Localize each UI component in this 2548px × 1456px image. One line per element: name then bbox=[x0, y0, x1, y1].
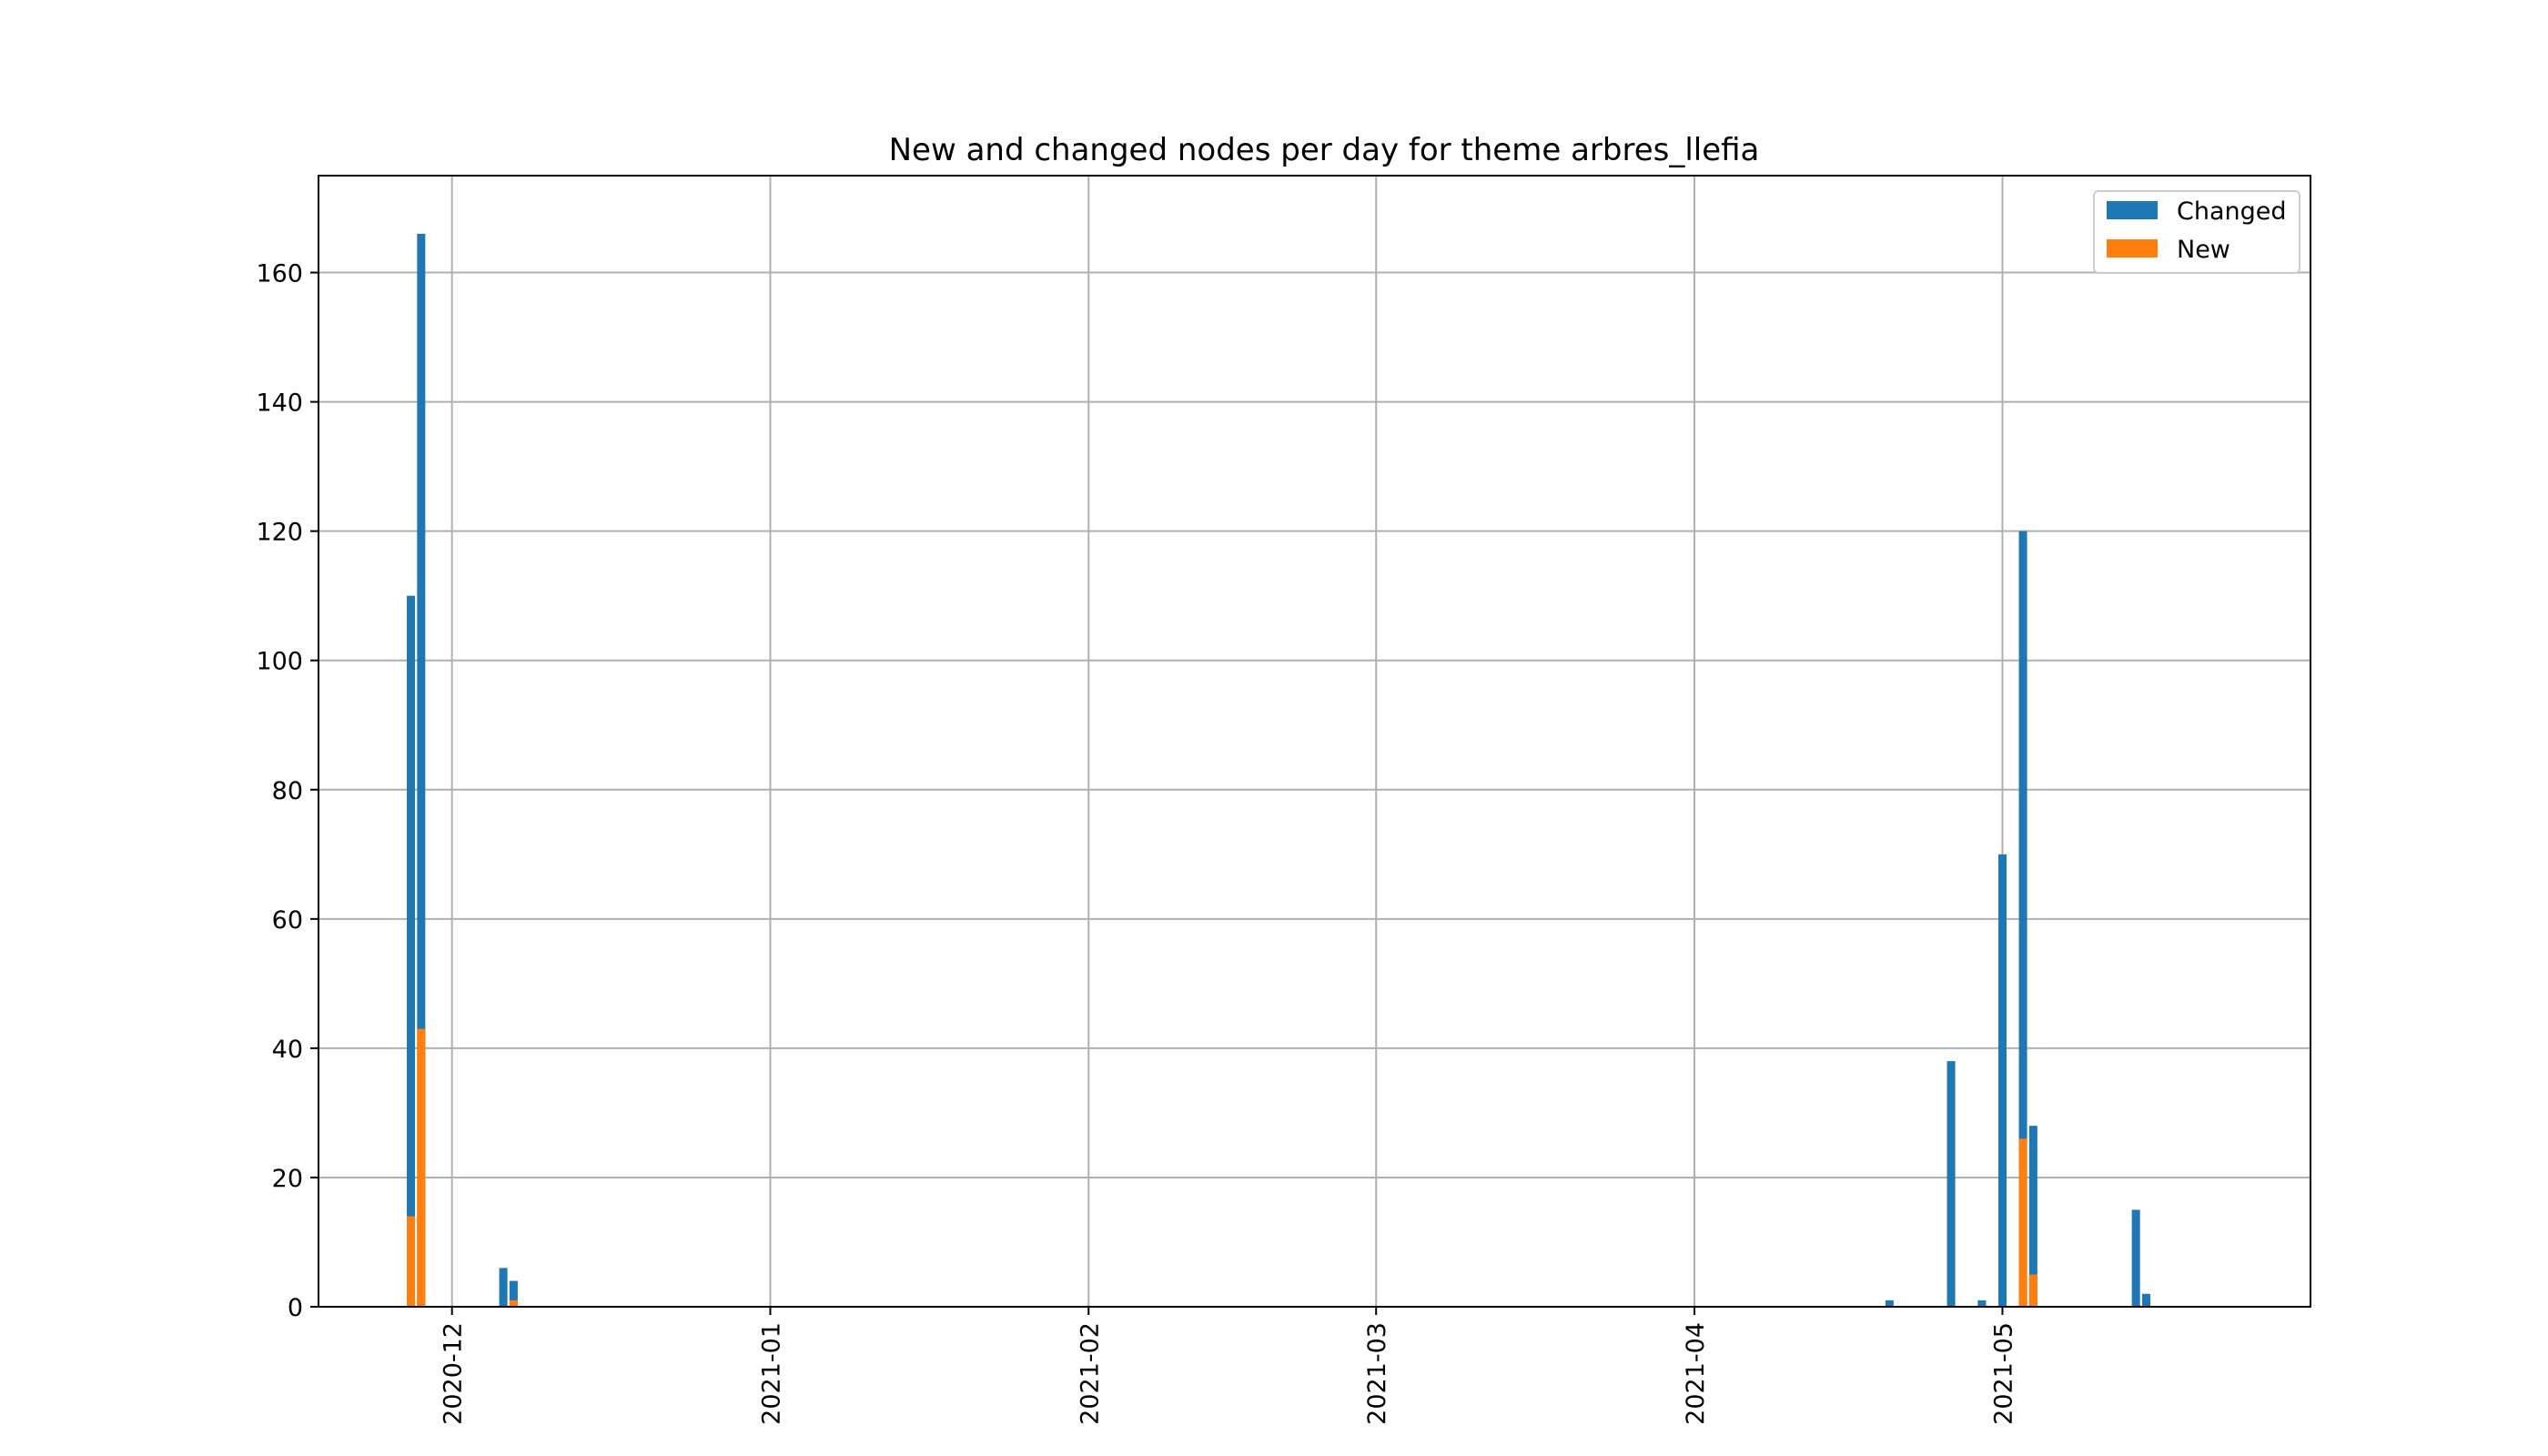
y-tick-label: 20 bbox=[272, 1165, 303, 1193]
y-tick-label: 140 bbox=[256, 389, 303, 418]
bar-changed bbox=[2131, 1209, 2140, 1307]
y-tick-label: 120 bbox=[256, 519, 303, 547]
legend-label-new: New bbox=[2177, 236, 2230, 264]
y-tick-label: 80 bbox=[272, 777, 303, 805]
chart-title: New and changed nodes per day for theme … bbox=[889, 132, 1760, 168]
bar-changed bbox=[499, 1268, 508, 1307]
y-tick-label: 60 bbox=[272, 906, 303, 935]
x-tick-label: 2021-01 bbox=[757, 1322, 785, 1425]
bar-changed bbox=[1977, 1299, 1987, 1307]
x-tick-label: 2021-02 bbox=[1076, 1322, 1104, 1425]
bar-changed bbox=[417, 233, 426, 1307]
bar-changed bbox=[1946, 1061, 1956, 1307]
legend-swatch-changed bbox=[2107, 201, 2158, 219]
legend-label-changed: Changed bbox=[2177, 197, 2287, 226]
x-tick-label: 2021-03 bbox=[1363, 1322, 1391, 1425]
bar-new bbox=[509, 1299, 518, 1307]
x-tick-label: 2020-12 bbox=[440, 1322, 468, 1425]
bar-new bbox=[407, 1216, 416, 1307]
y-axis: 0 20 40 60 80 100 120 140 160 bbox=[256, 260, 318, 1322]
y-tick-label: 0 bbox=[288, 1294, 303, 1322]
bar-new bbox=[417, 1028, 426, 1307]
bar-changed bbox=[509, 1280, 518, 1307]
bars bbox=[407, 233, 2150, 1307]
bar-new bbox=[2028, 1274, 2037, 1307]
legend: Changed New bbox=[2093, 190, 2300, 274]
y-tick-label: 160 bbox=[256, 260, 303, 288]
bar-changed bbox=[2141, 1293, 2150, 1307]
bar-changed bbox=[1997, 854, 2007, 1307]
legend-swatch-new bbox=[2107, 239, 2158, 258]
bar-changed bbox=[407, 595, 416, 1307]
x-tick-label: 2021-05 bbox=[1989, 1322, 2017, 1425]
y-tick-label: 100 bbox=[256, 648, 303, 676]
bar-changed bbox=[1885, 1299, 1894, 1307]
x-tick-label: 2021-04 bbox=[1682, 1322, 1710, 1425]
bar-new bbox=[2018, 1138, 2027, 1307]
grid bbox=[318, 176, 2310, 1308]
x-axis: 2020-12 2021-01 2021-02 2021-03 2021-04 2021-… bbox=[440, 1307, 2017, 1425]
plot-frame bbox=[318, 175, 2311, 1308]
y-tick-label: 40 bbox=[272, 1036, 303, 1064]
bar-changed bbox=[2028, 1126, 2037, 1307]
bar-changed bbox=[2018, 531, 2027, 1307]
